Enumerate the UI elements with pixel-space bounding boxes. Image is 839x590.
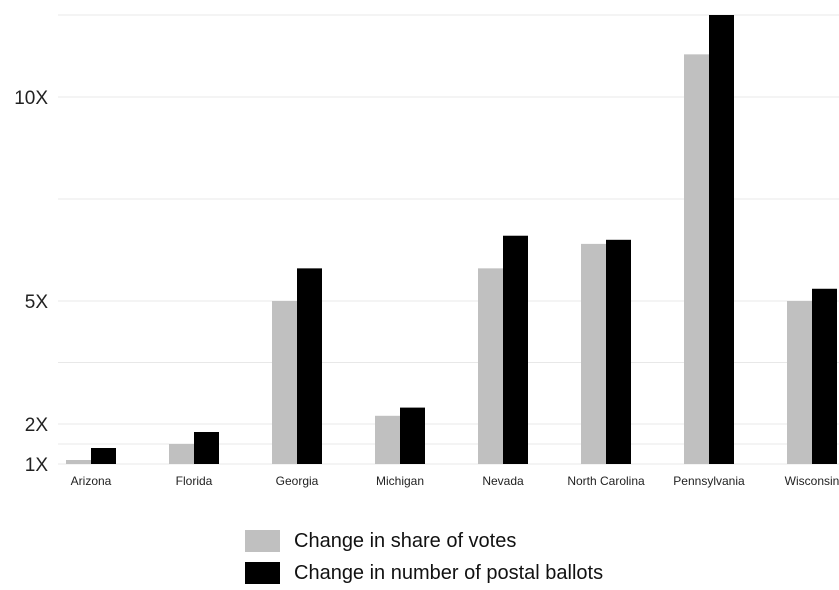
x-tick-label-georgia: Georgia bbox=[276, 474, 319, 488]
x-tick-label-arizona: Arizona bbox=[71, 474, 112, 488]
bar-postal-arizona bbox=[91, 448, 116, 464]
x-tick-label-florida: Florida bbox=[176, 474, 213, 488]
bar-postal-georgia bbox=[297, 268, 322, 464]
y-tick-label-2: 5X bbox=[25, 292, 49, 313]
x-tick-label-wisconsin: Wisconsin bbox=[785, 474, 839, 488]
y-tick-label-0: 1X bbox=[25, 455, 49, 476]
bar-share-arizona bbox=[66, 460, 91, 464]
legend-item-postal: Change in number of postal ballots bbox=[245, 558, 603, 588]
bar-share-pennsylvania bbox=[684, 54, 709, 465]
bars bbox=[66, 15, 837, 465]
y-tick-label-1: 2X bbox=[25, 415, 49, 436]
x-tick-label-north-carolina: North Carolina bbox=[567, 474, 645, 488]
y-tick-label-3: 10X bbox=[14, 88, 48, 109]
y-axis-labels: 1X 2X 5X 10X bbox=[14, 88, 48, 476]
legend-swatch-postal bbox=[245, 562, 280, 584]
bar-share-michigan bbox=[375, 415, 400, 464]
bar-share-north-carolina bbox=[581, 243, 606, 464]
bar-share-georgia bbox=[272, 301, 297, 464]
bar-postal-wisconsin bbox=[812, 288, 837, 464]
bar-share-nevada bbox=[478, 268, 503, 464]
legend-label-share: Change in share of votes bbox=[294, 529, 517, 552]
legend: Change in share of votes Change in numbe… bbox=[245, 526, 603, 590]
bar-postal-north-carolina bbox=[606, 239, 631, 464]
bar-share-florida bbox=[169, 444, 194, 464]
bar-postal-michigan bbox=[400, 407, 425, 464]
bar-postal-nevada bbox=[503, 235, 528, 464]
bar-postal-pennsylvania bbox=[709, 15, 734, 464]
legend-label-postal: Change in number of postal ballots bbox=[294, 561, 604, 584]
legend-swatch-share bbox=[245, 530, 280, 552]
bar-share-wisconsin bbox=[787, 301, 812, 464]
x-axis-labels: Arizona Florida Georgia Michigan Nevada North… bbox=[71, 474, 839, 488]
bar-postal-florida bbox=[194, 432, 219, 464]
x-tick-label-nevada: Nevada bbox=[482, 474, 524, 488]
x-tick-label-pennsylvania: Pennsylvania bbox=[673, 474, 745, 488]
x-tick-label-michigan: Michigan bbox=[376, 474, 424, 488]
legend-item-share: Change in share of votes bbox=[245, 526, 603, 556]
